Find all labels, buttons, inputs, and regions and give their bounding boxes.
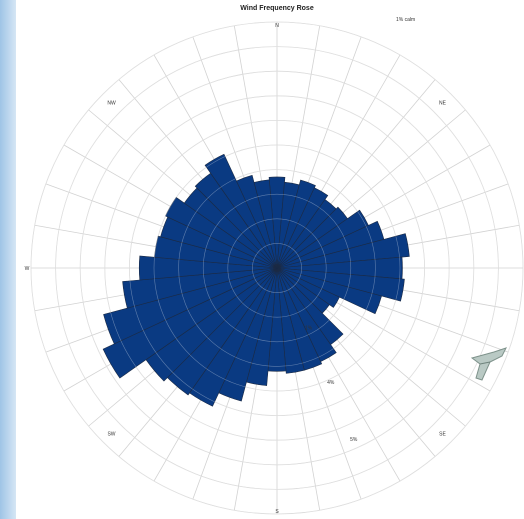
compass-watermark-icon: [472, 348, 506, 380]
calm-label: 1% calm: [396, 17, 415, 23]
direction-label-ne: NE: [439, 101, 447, 107]
direction-label-se: SE: [439, 432, 446, 438]
bars-group: [31, 22, 523, 514]
chart-frame: NNEESESSWWNW1%4%5% Wind Frequency Rose 1…: [16, 0, 524, 519]
ring-label: 4%: [327, 380, 335, 386]
ring-label: 5%: [350, 437, 358, 443]
direction-label-nw: NW: [107, 101, 116, 107]
direction-label-sw: SW: [107, 432, 115, 438]
direction-label-n: N: [275, 23, 279, 29]
ring-label: 1%: [305, 325, 313, 331]
direction-label-w: W: [25, 266, 30, 272]
wind-rose-chart: NNEESESSWWNW1%4%5% Wind Frequency Rose 1…: [16, 0, 524, 519]
chart-title: Wind Frequency Rose: [240, 5, 314, 12]
